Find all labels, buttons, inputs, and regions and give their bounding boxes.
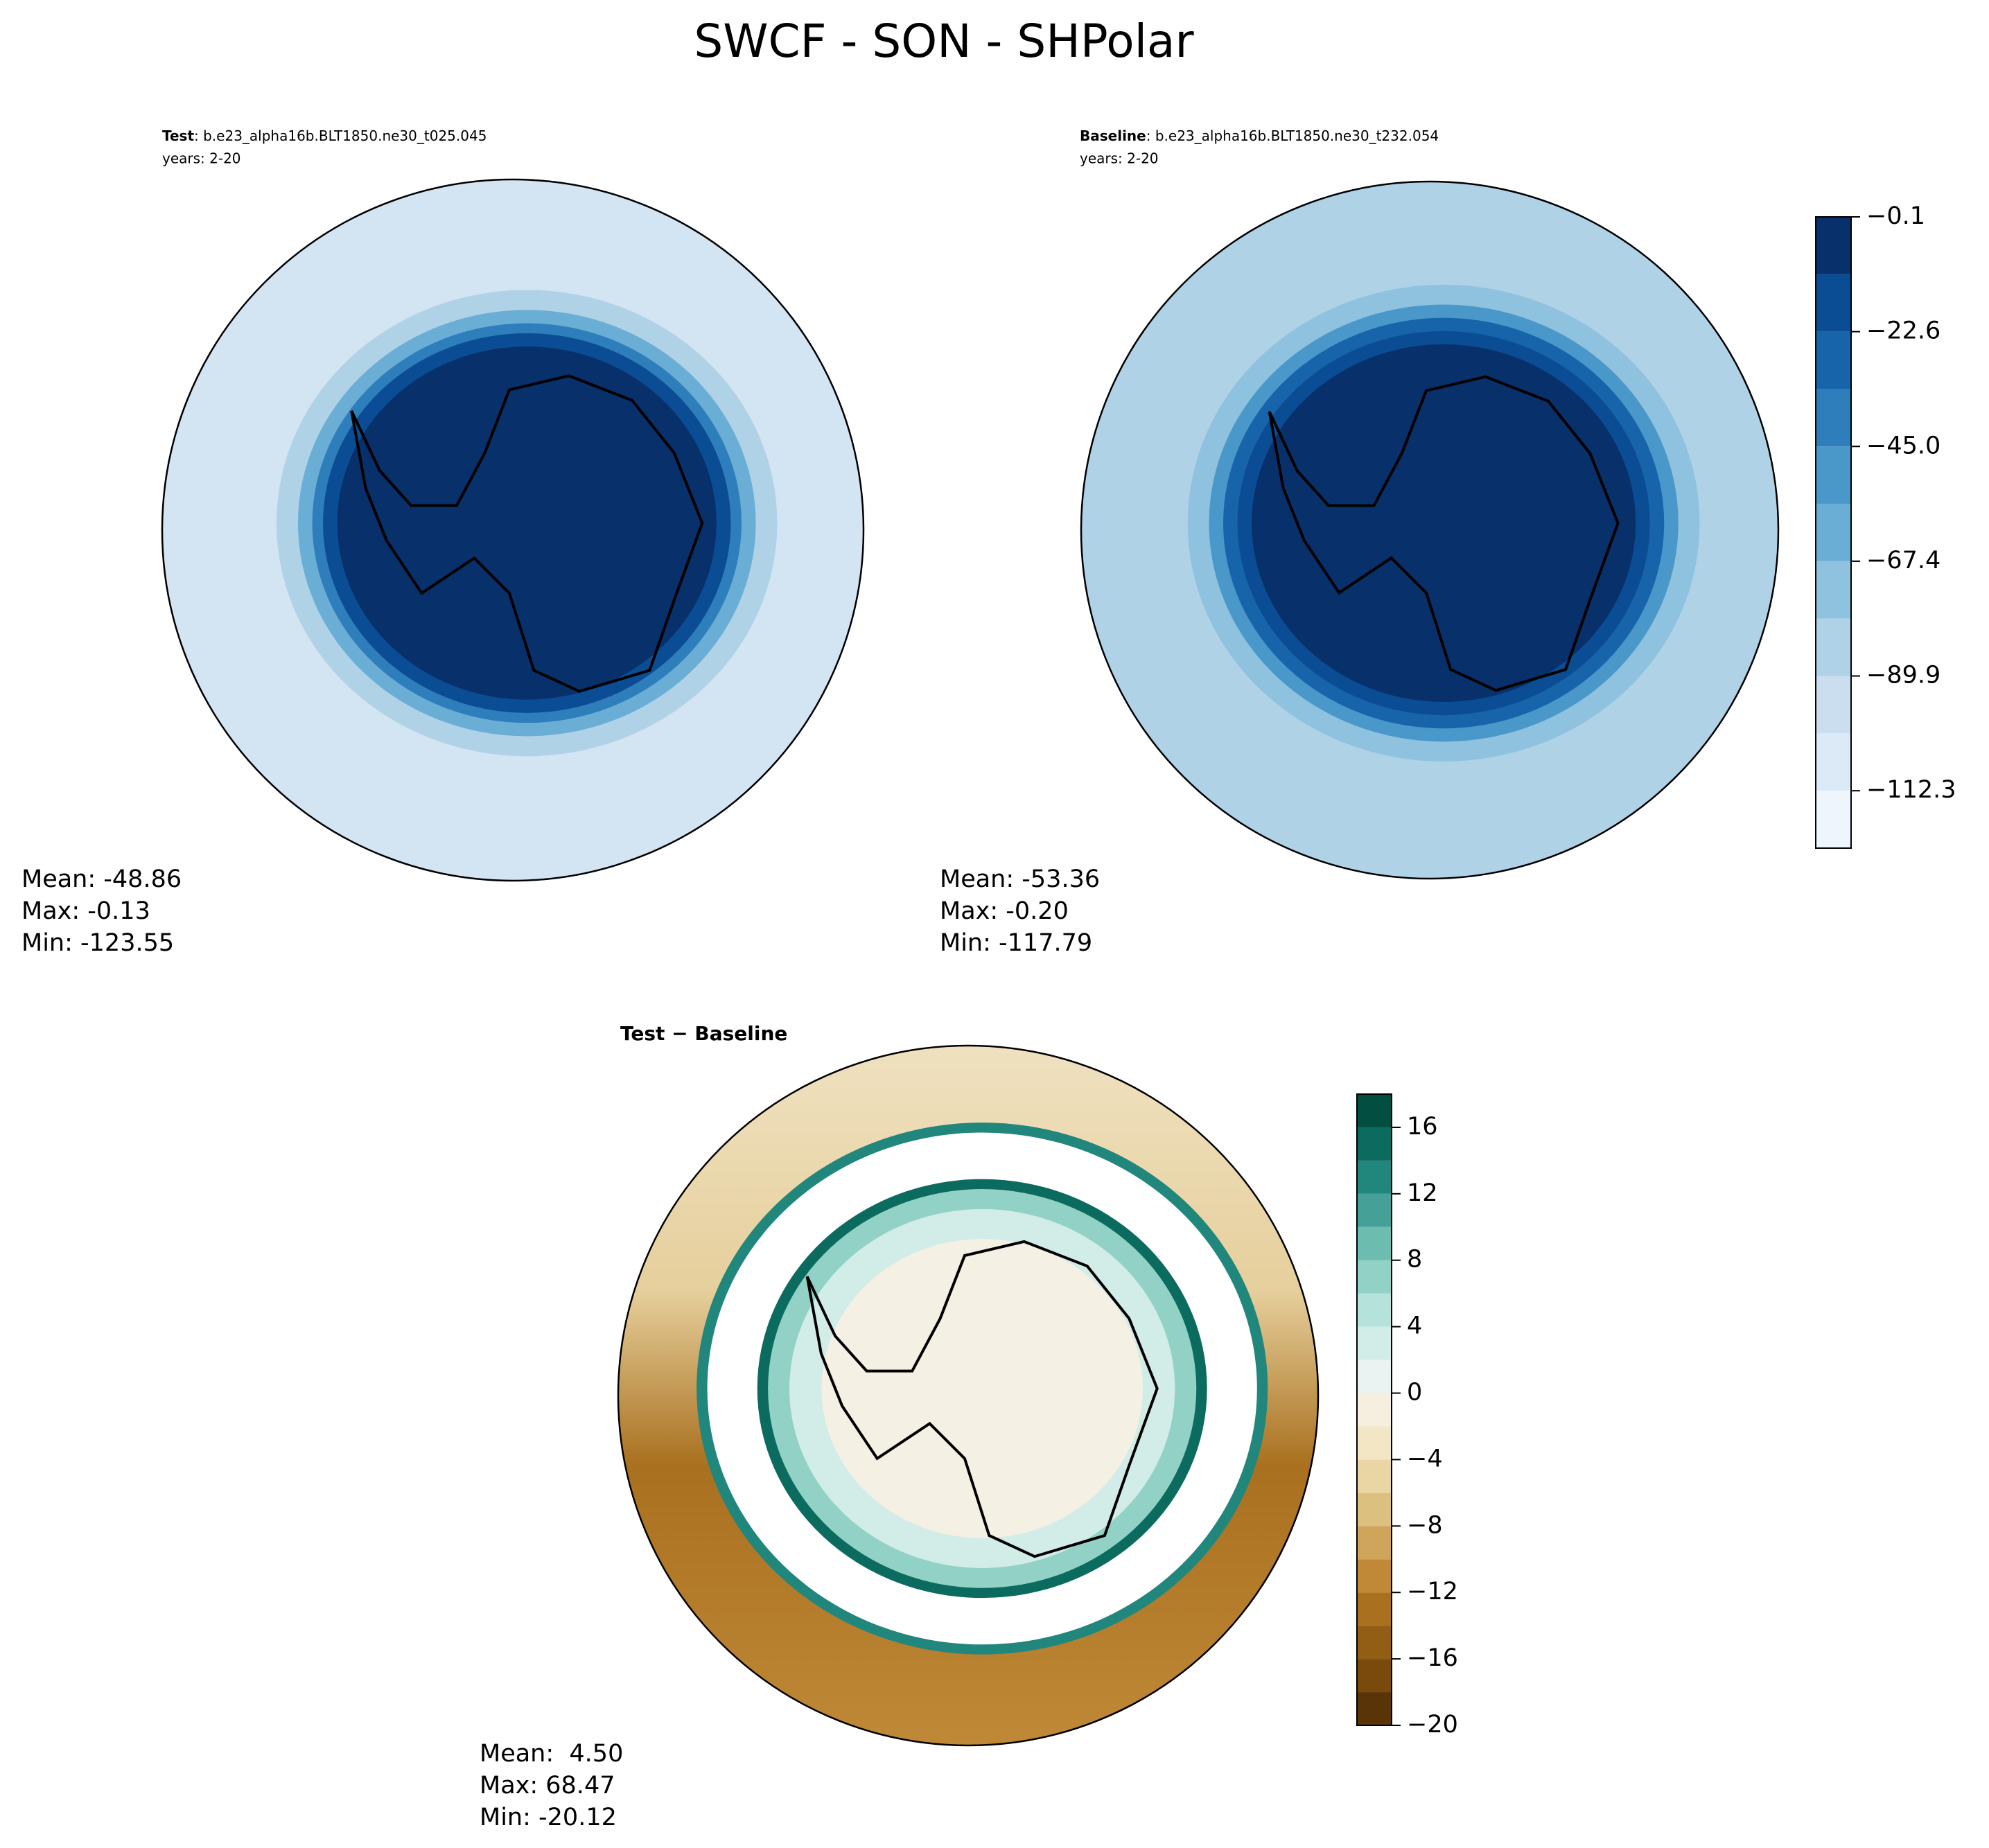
map xyxy=(161,178,865,882)
colorbar-band xyxy=(1816,504,1851,561)
colorbar-frame xyxy=(1815,216,1852,849)
colorbar-band xyxy=(1816,274,1851,332)
panel-stat: Max: -0.13 xyxy=(21,897,150,925)
colorbar-tick-label: 0 xyxy=(1407,1379,1422,1407)
colorbar-band xyxy=(1357,1326,1392,1360)
colorbar-band xyxy=(1816,733,1851,791)
figure-title: SWCF - SON - SHPolar xyxy=(694,15,1194,68)
map-border xyxy=(161,178,865,882)
panel-label: Baseline xyxy=(1080,127,1146,144)
field-contour xyxy=(1252,344,1636,702)
colorbar-band xyxy=(1357,1493,1392,1526)
colorbar-band xyxy=(1357,1193,1392,1227)
colorbar-tick-label: −22.6 xyxy=(1866,317,1940,345)
colorbar-band xyxy=(1816,676,1851,734)
panel-subtitle: Test: b.e23_alpha16b.BLT1850.ne30_t025.0… xyxy=(162,127,487,144)
colorbar-band xyxy=(1357,1160,1392,1194)
colorbar-band xyxy=(1816,618,1851,676)
coastline xyxy=(350,374,704,693)
field-contour xyxy=(337,346,717,700)
map-field xyxy=(1081,182,1778,879)
panel-stat: Mean: -53.36 xyxy=(940,865,1100,893)
colorbar-tick-label: −89.9 xyxy=(1866,662,1940,689)
panel-stat: Mean: -48.86 xyxy=(21,865,182,893)
case-name: : b.e23_alpha16b.BLT1850.ne30_t025.045 xyxy=(194,127,487,144)
colorbar-band xyxy=(1816,389,1851,447)
colorbar-band xyxy=(1816,217,1851,274)
colorbar-tick-label: −67.4 xyxy=(1866,547,1940,574)
colorbar-band xyxy=(1357,1559,1392,1593)
colorbar-band xyxy=(1357,1127,1392,1161)
colorbar-tick-label: −0.1 xyxy=(1866,202,1925,230)
colorbar-band xyxy=(1357,1226,1392,1260)
colorbar-band xyxy=(1357,1426,1392,1460)
map-field xyxy=(162,179,864,881)
map-field xyxy=(618,1046,1318,1745)
colorbar-tick-label: −20 xyxy=(1407,1711,1458,1739)
colorbar-tick-label: −8 xyxy=(1407,1511,1443,1539)
colorbar-band xyxy=(1357,1260,1392,1294)
colorbar-band xyxy=(1357,1692,1392,1725)
colorbar-tick-label: 12 xyxy=(1407,1179,1438,1207)
map xyxy=(1080,180,1780,880)
map-border xyxy=(617,1044,1320,1747)
coastline xyxy=(1268,375,1620,692)
panel-stat: Min: -117.79 xyxy=(940,929,1092,957)
colorbar-band xyxy=(1357,1094,1392,1127)
panel-subtitle: Baseline: b.e23_alpha16b.BLT1850.ne30_t2… xyxy=(1080,127,1439,144)
colorbar-band xyxy=(1357,1393,1392,1427)
case-name: : b.e23_alpha16b.BLT1850.ne30_t232.054 xyxy=(1146,127,1439,144)
field-contour xyxy=(821,1239,1143,1538)
colorbar-band xyxy=(1816,561,1851,619)
colorbar-tick-label: −16 xyxy=(1407,1644,1458,1672)
panel-label: Test − Baseline xyxy=(620,1022,787,1045)
colorbar-band xyxy=(1357,1459,1392,1493)
colorbar-frame xyxy=(1356,1093,1392,1726)
coastline xyxy=(805,1240,1159,1558)
map xyxy=(617,1044,1320,1747)
panel-years: years: 2-20 xyxy=(162,150,241,167)
colorbar-band xyxy=(1816,331,1851,389)
colorbar-band xyxy=(1357,1592,1392,1626)
panel-stat: Min: -123.55 xyxy=(21,929,174,957)
map-border xyxy=(1080,180,1780,880)
colorbar-tick-label: −112.3 xyxy=(1866,776,1956,804)
colorbar-tick-label: −45.0 xyxy=(1866,432,1940,459)
panel-years: years: 2-20 xyxy=(1080,150,1159,167)
colorbar-band xyxy=(1357,1659,1392,1693)
colorbar-tick-label: 4 xyxy=(1407,1312,1422,1340)
panel-stat: Mean: 4.50 xyxy=(480,1740,623,1768)
colorbar-band xyxy=(1816,446,1851,504)
panel-stat: Max: -0.20 xyxy=(940,897,1069,925)
colorbar-band xyxy=(1816,791,1851,848)
colorbar-band xyxy=(1357,1293,1392,1327)
colorbar-tick-label: −4 xyxy=(1407,1445,1443,1472)
colorbar-band xyxy=(1357,1626,1392,1660)
panel-label: Test xyxy=(162,127,194,144)
colorbar-tick-label: 8 xyxy=(1407,1246,1422,1274)
colorbar-band xyxy=(1357,1526,1392,1560)
panel-stat: Max: 68.47 xyxy=(480,1772,615,1799)
colorbar-tick-label: −12 xyxy=(1407,1578,1458,1605)
colorbar-band xyxy=(1357,1359,1392,1393)
colorbar-tick-label: 16 xyxy=(1407,1113,1438,1141)
panel-stat: Min: -20.12 xyxy=(480,1804,617,1831)
